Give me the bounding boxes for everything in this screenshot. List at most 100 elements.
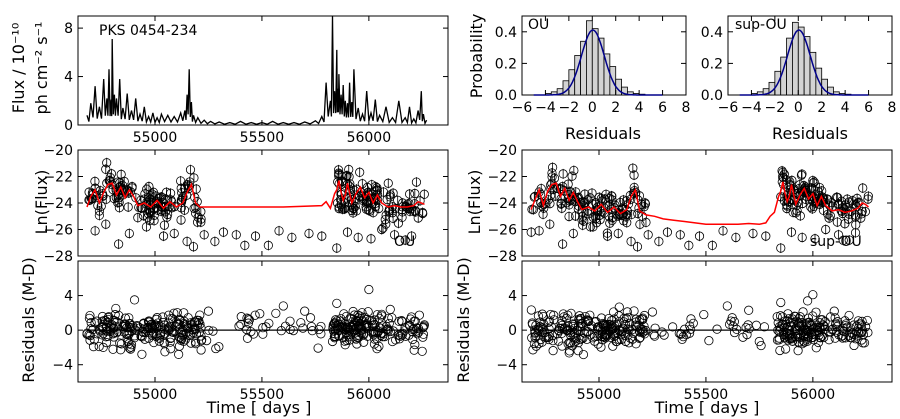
fit-ou-ylabel: Ln(Flux)	[32, 170, 51, 235]
resid-ou-residual-point	[396, 316, 407, 326]
resid-supou-residual-point	[563, 320, 573, 331]
fit-ou-ytick-label-2: −24	[43, 196, 73, 212]
fit-ou-ytick-label-0: −28	[43, 249, 73, 265]
resid-ou-residual-point	[97, 311, 108, 322]
resid-supou-xtick-label-2: 56000	[791, 387, 836, 403]
hist-ou-xtick-label-7: 8	[682, 100, 691, 116]
hist-supou-xtick-label-0: −6	[718, 100, 739, 116]
resid-supou-residual-point	[803, 296, 813, 306]
resid-ou-residual-point	[372, 310, 382, 320]
resid-ou-residual-point	[234, 321, 244, 331]
resid-supou-residual-point	[597, 331, 607, 342]
resid-ou-residual-highlight-0	[203, 306, 214, 316]
resid-ou-residual-point	[125, 318, 135, 329]
resid-ou-residual-point	[94, 326, 105, 336]
resid-supou-residual-point	[529, 338, 539, 349]
resid-ou-residual-point	[92, 316, 102, 326]
resid-supou-residual-point	[650, 323, 660, 333]
resid-ou-residual-point	[296, 318, 306, 328]
resid-supou-residual-point	[540, 332, 550, 342]
resid-ou-residual-highlight-3	[278, 301, 288, 311]
resid-ou-residual-point	[316, 321, 326, 332]
resid-ou-residual-point	[397, 317, 407, 327]
resid-ou-residual-point	[344, 335, 355, 345]
resid-ou-residual-point	[280, 321, 291, 331]
resid-supou-residual-point	[544, 316, 555, 326]
resid-ou-residual-point	[334, 331, 344, 341]
resid-ou-xtick-label-2: 56000	[347, 387, 392, 403]
resid-supou-residual-point	[604, 324, 614, 335]
resid-supou-residual-point	[528, 345, 538, 355]
hist-supou-xlabel: Residuals	[772, 124, 848, 143]
resid-ou-residual-point	[101, 338, 112, 348]
resid-supou-residual-point	[724, 319, 735, 329]
resid-supou-residual-point	[841, 319, 851, 329]
resid-ou-residual-point	[248, 329, 259, 339]
resid-ou-xlabel: Time [ days ]	[206, 398, 312, 417]
resid-supou-residual-point	[573, 321, 584, 331]
resid-ou-residual-point	[369, 339, 380, 349]
resid-supou-residual-highlight-5	[776, 297, 786, 308]
resid-supou-residual-point	[526, 305, 536, 315]
resid-ou-residual-point	[179, 336, 189, 346]
resid-ou-residual-point	[214, 342, 224, 352]
resid-ou-residual-point	[90, 318, 100, 328]
lightcurve-ylabel-line2: ph cm⁻² s⁻¹	[32, 22, 51, 115]
resid-ou-residual-point	[414, 327, 424, 337]
resid-ou-residual-point	[102, 317, 113, 327]
resid-ou-residual-point	[171, 317, 181, 327]
resid-supou-residual-point	[742, 329, 752, 340]
resid-supou-residual-point	[798, 336, 809, 346]
resid-ou-residual-point	[261, 322, 271, 332]
resid-ou-residual-point	[104, 318, 114, 328]
resid-ou-residual-point	[158, 317, 168, 328]
resid-ou-residual-point	[348, 323, 358, 333]
resid-supou-residual-point	[622, 307, 632, 317]
resid-ou-residual-point	[114, 310, 124, 321]
hist-supou-ytick-label-2: 0.4	[701, 25, 723, 41]
resid-ou-residual-point	[124, 313, 134, 323]
resid-supou-residual-point	[756, 340, 766, 351]
resid-ou-residual-point	[126, 340, 137, 350]
resid-ou-residual-point	[112, 328, 122, 338]
resid-supou-residual-point	[637, 314, 647, 324]
resid-supou-residual-point	[685, 324, 696, 334]
resid-ou-residual-point	[353, 330, 364, 340]
resid-supou-xtick-label-1: 55500	[684, 387, 729, 403]
resid-ou-residual-point	[196, 336, 207, 346]
fit-supou-ylabel: Ln(Flux)	[465, 170, 484, 235]
resid-ou-residual-point	[306, 322, 317, 332]
resid-supou-residual-point	[650, 331, 660, 341]
resid-ou-residual-point	[143, 317, 154, 327]
resid-ou-residual-point	[109, 315, 119, 325]
hist-supou-gaussian-line	[739, 29, 869, 96]
resid-ou-residual-point	[174, 314, 185, 324]
resid-ou-residual-point	[330, 318, 340, 328]
resid-supou-residual-point	[779, 322, 789, 332]
resid-supou-residual-point	[589, 336, 600, 346]
resid-supou-residual-highlight-2	[699, 309, 709, 320]
hist-ou-gaussian-line	[533, 29, 663, 96]
panel-hist-ou: Probability Residuals OU	[467, 14, 641, 143]
resid-supou-residual-point	[635, 332, 645, 343]
resid-ou-residual-point	[88, 342, 99, 352]
resid-ou-residual-point	[158, 312, 168, 322]
hist-ou-bar-13	[621, 86, 628, 96]
hist-supou-ytick-label-0: 0.0	[701, 88, 723, 104]
resid-ou-residual-point	[298, 323, 308, 333]
panel-resid-supou: Residuals (M-D) Time [ days ]	[454, 257, 759, 417]
resid-supou-residual-point	[553, 336, 564, 346]
resid-ou-residual-point	[264, 318, 274, 328]
hist-ou-xtick-label-1: −4	[535, 100, 556, 116]
resid-supou-residual-point	[574, 311, 585, 321]
resid-supou-residual-point	[538, 325, 548, 335]
resid-ou-residual-point	[285, 316, 295, 326]
resid-ou-residual-point	[119, 319, 129, 329]
resid-ou-residual-point	[316, 329, 326, 339]
resid-ou-residual-point	[244, 315, 255, 325]
resid-supou-residual-point	[858, 326, 868, 336]
hist-ou-xtick-label-3: 0	[588, 100, 597, 116]
resid-supou-residual-point	[573, 346, 583, 356]
resid-supou-residual-point	[784, 330, 794, 341]
hist-ou-xtick-label-5: 4	[635, 100, 644, 116]
